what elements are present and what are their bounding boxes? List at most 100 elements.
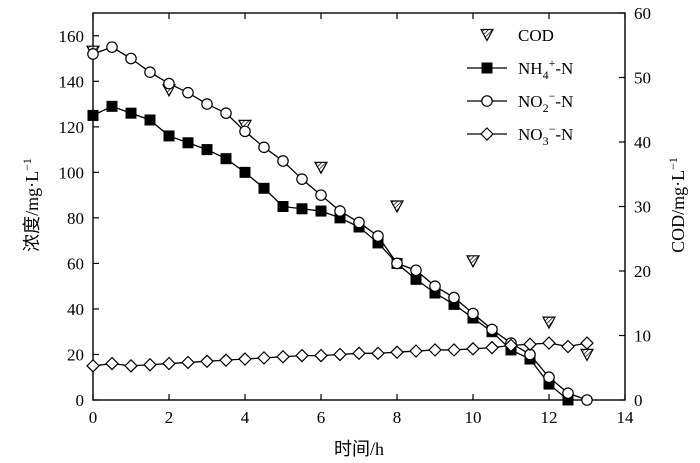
y-left-tick-label: 160 [59,27,85,46]
data-point [295,348,309,363]
data-point [182,137,194,149]
legend-label-sub: 2 [543,101,549,115]
data-point [579,348,595,362]
x-tick-label: 8 [393,408,402,427]
y-axis-right-title: COD/mg·L−1 [666,157,688,253]
y-right-tick-label: 30 [634,198,651,217]
legend-label-tail: -N [555,125,573,144]
y-right-tick-label: 60 [634,4,651,23]
data-point [106,41,118,53]
legend-label: COD [518,26,554,45]
legend-label-main: NO [518,92,543,111]
data-point [447,343,461,357]
x-tick-label: 4 [241,408,250,427]
y-right-tick-label: 0 [634,391,643,410]
data-point [219,353,233,368]
data-point [581,394,593,406]
data-point [389,200,405,214]
data-point [334,205,346,217]
data-point [125,52,137,65]
y-right-tick-label: 20 [634,262,651,281]
data-point [580,336,594,350]
data-point [181,355,195,370]
x-axis-title: 时间/h [334,439,384,459]
data-point [182,86,194,99]
series-layer [85,41,595,406]
data-point [371,346,385,361]
series-line [92,105,569,401]
legend-item: COD [479,26,554,45]
data-point [485,340,499,355]
data-point [276,349,290,364]
data-point [124,359,138,373]
data-point [562,387,574,399]
legend-label-sup: − [549,89,556,103]
x-tick-label: 0 [89,408,98,427]
data-point [239,125,251,138]
legend-label-sub: 4 [543,68,549,82]
data-point [125,107,137,119]
data-point [296,203,308,215]
data-point [162,356,176,371]
ticks: 0 2 4 6 8 10 12 1402040608010012014016001020304… [59,4,652,427]
y-right-tick-label: 10 [634,327,651,346]
legend-label: NH4+-N [518,56,573,82]
y-right-tick-label: 50 [634,69,651,88]
data-point [448,291,460,304]
data-point [410,264,422,277]
data-point [352,346,366,361]
y-left-tick-label: 60 [67,254,84,273]
legend-label-main: COD [518,26,554,45]
y-left-tick-label: 120 [59,118,85,137]
legend-marker [480,127,494,141]
data-point [429,280,441,292]
data-point [314,348,328,363]
data-point [106,100,118,112]
data-point [391,257,403,270]
data-point [543,371,555,384]
data-point [258,141,270,154]
data-point [144,66,156,78]
y-left-tick-label: 40 [67,300,84,319]
data-point [86,359,100,373]
data-point [257,351,271,365]
x-tick-label: 12 [541,408,558,427]
data-point [220,107,232,119]
data-point [542,336,556,350]
data-point [143,357,157,372]
data-point [238,352,252,366]
legend-label-sub: 3 [543,134,549,148]
legend-item: NO2−-N [467,89,573,115]
y-axis-left-title-main: 浓度/mg·L [22,171,42,252]
data-point [277,155,289,167]
data-point [486,323,498,336]
data-point [163,130,175,142]
data-point [163,77,175,90]
legend-label: NO3−-N [518,122,573,148]
y-axis-right-title-sup: −1 [666,157,680,170]
data-point [315,189,327,201]
data-point [372,230,384,242]
x-tick-label: 14 [617,408,635,427]
series-NO2−-N [87,41,593,406]
data-point [87,48,99,60]
legend-item: NH4+-N [467,56,573,82]
data-point [333,347,347,362]
data-point [201,98,213,110]
legend-label-main: NO [518,125,543,144]
data-point [258,182,270,194]
data-point [465,255,481,269]
y-left-tick-label: 100 [59,163,85,182]
data-point [353,216,365,229]
legend-label-sup: − [549,122,556,136]
y-axis-right-title-main: COD/mg·L [668,170,688,253]
legend-marker [479,28,495,42]
legend-label-tail: -N [555,59,573,78]
legend-marker [481,62,493,74]
legend-label-tail: -N [555,92,573,111]
data-point [220,153,232,165]
data-point [467,307,479,320]
data-point [466,341,480,356]
